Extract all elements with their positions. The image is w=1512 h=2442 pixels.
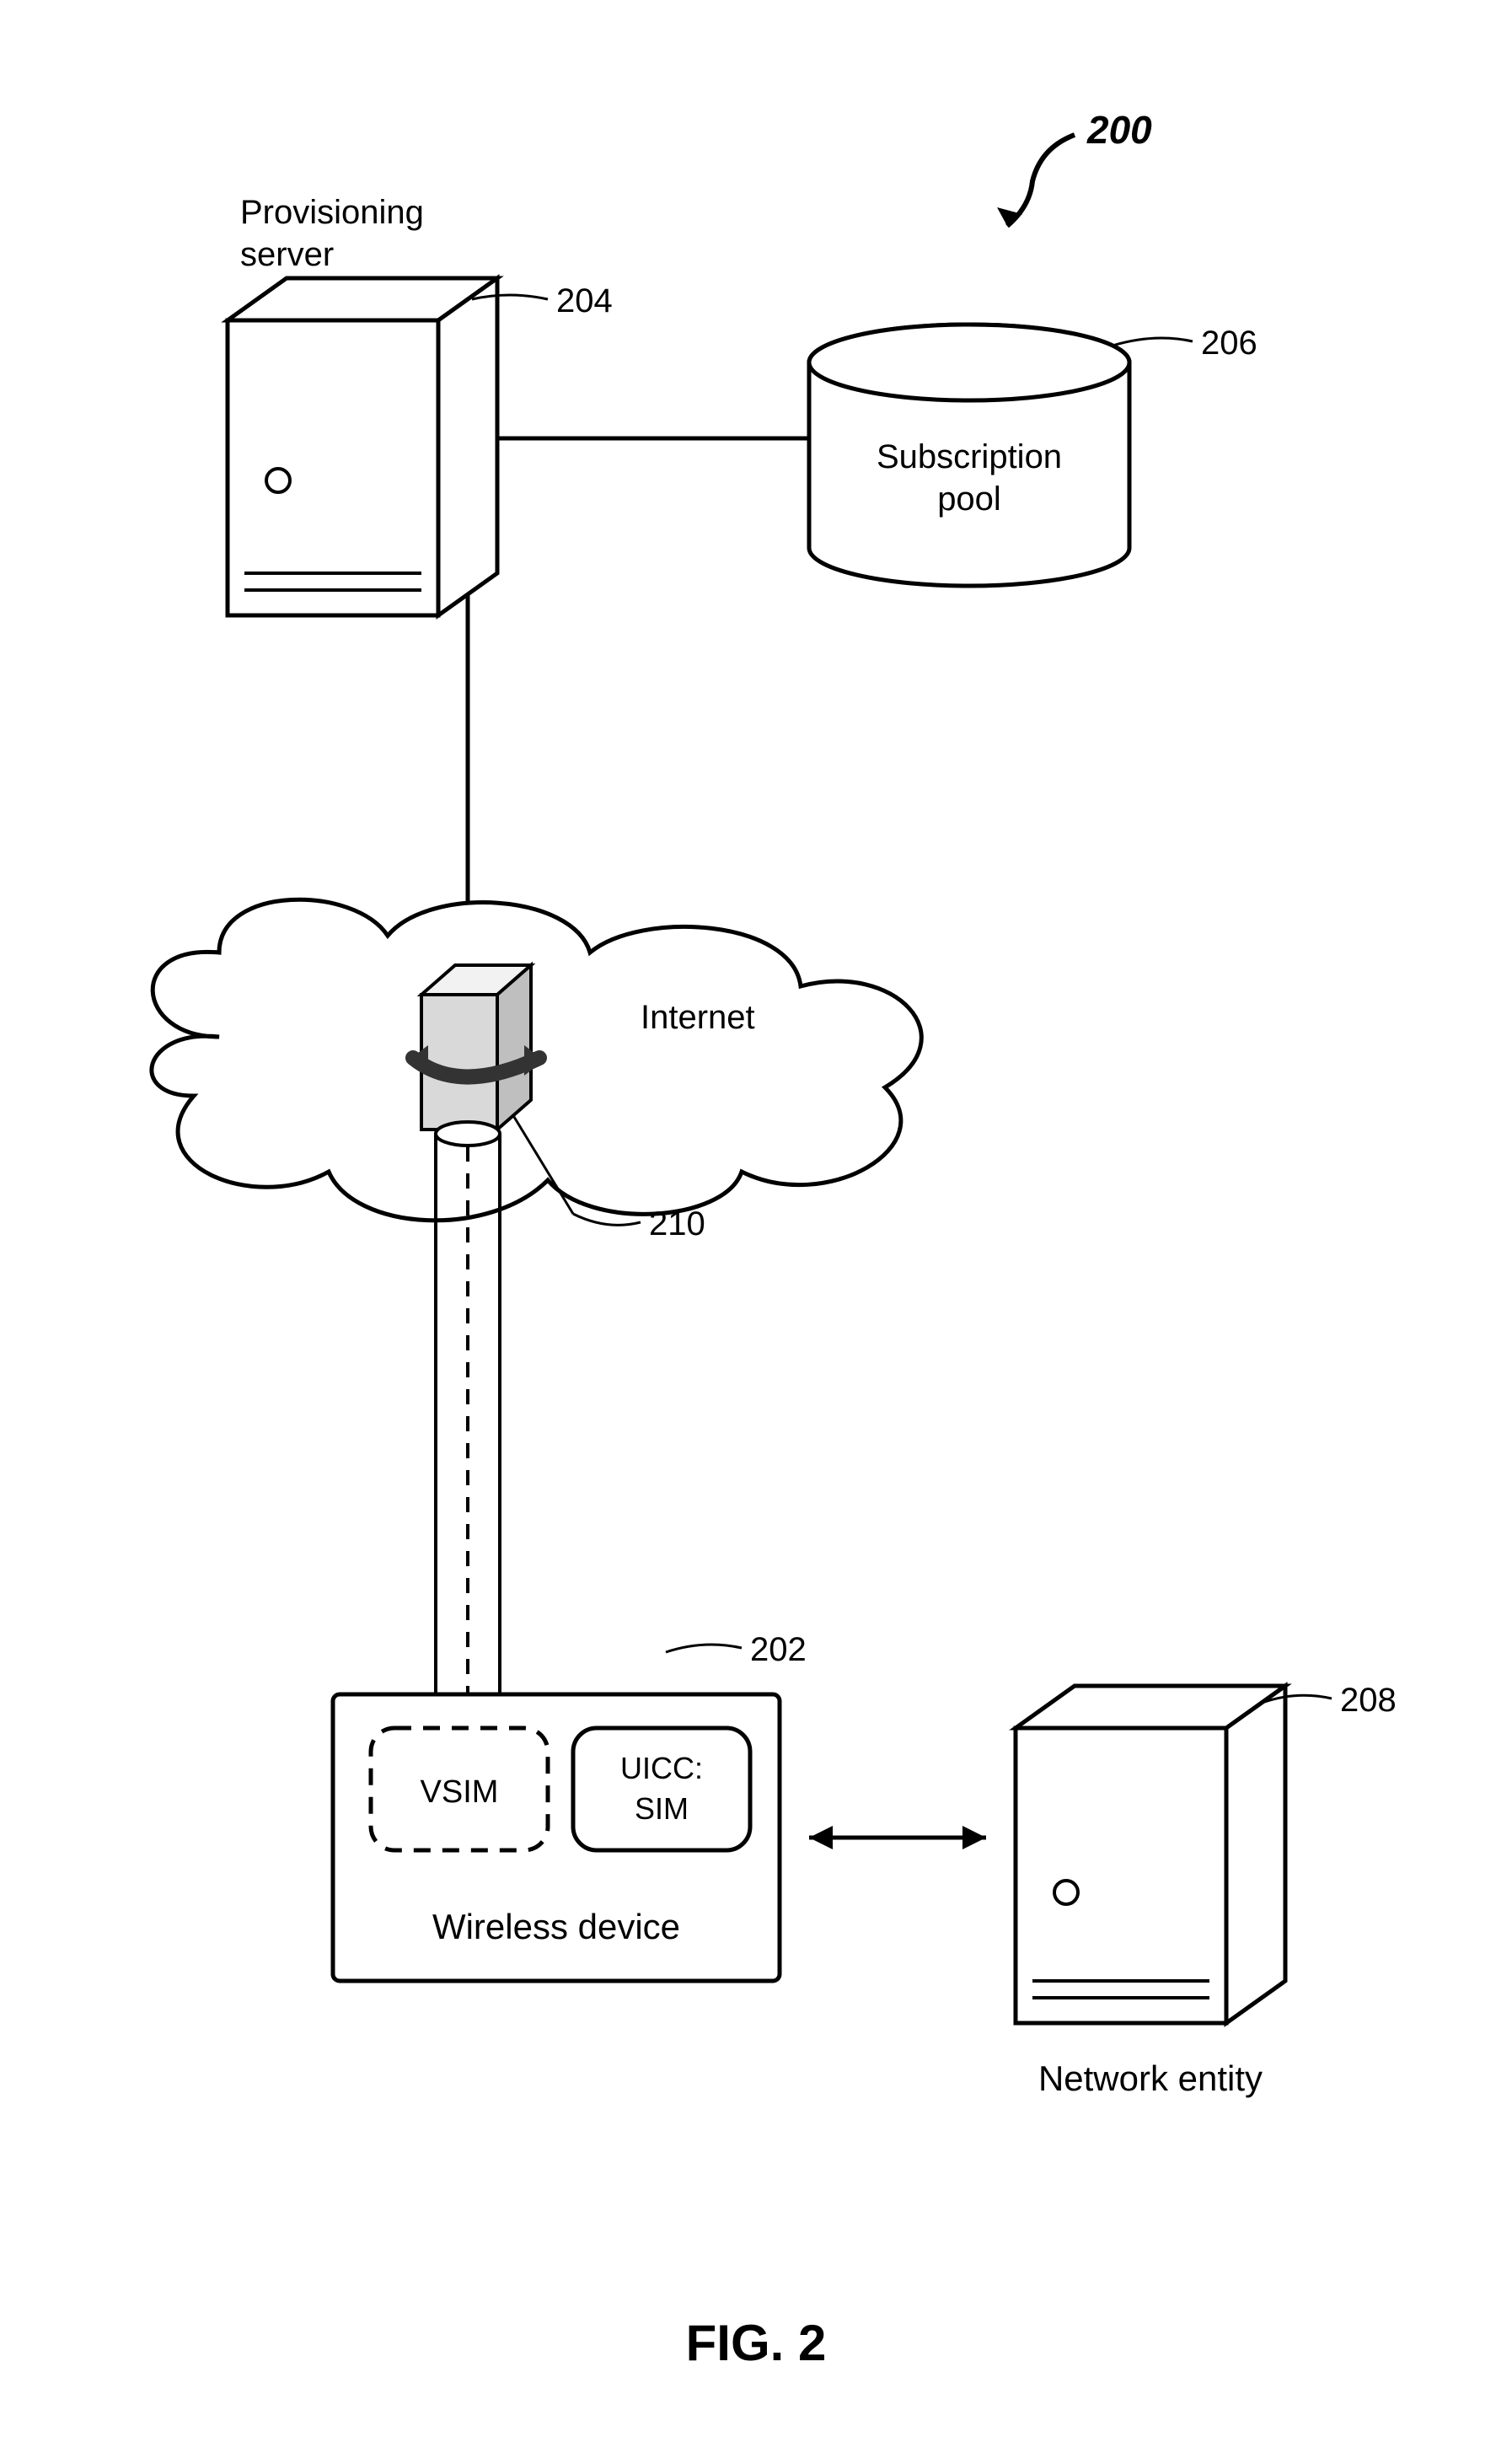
wireless-device: VSIM UICC: SIM Wireless device: [333, 1694, 780, 1981]
vsim-label: VSIM: [421, 1774, 499, 1810]
link-device-network: [809, 1826, 986, 1849]
ref-206: 206: [1113, 325, 1257, 362]
figure-caption: FIG. 2: [686, 2315, 827, 2371]
provisioning-server: [228, 278, 497, 615]
ref-202: 202: [666, 1631, 807, 1668]
ref-202-text: 202: [750, 1631, 807, 1668]
uicc-label-2: SIM: [635, 1791, 689, 1826]
network-entity-label: Network entity: [1038, 2058, 1263, 2098]
network-entity: Network entity: [1016, 1686, 1285, 2098]
figure-ref-200: 200: [997, 108, 1152, 226]
provisioning-server-label: Provisioning server: [240, 194, 424, 273]
ref-200-text: 200: [1086, 108, 1152, 152]
diagram: 200 Provisioning server 204 Subscription…: [0, 0, 1512, 2442]
provisioning-text-line1: Provisioning: [240, 194, 424, 231]
uicc-label-1: UICC:: [620, 1751, 703, 1785]
subscription-text-line2: pool: [937, 480, 1001, 518]
wireless-device-label: Wireless device: [432, 1907, 680, 1946]
provisioning-text-line2: server: [240, 236, 334, 273]
ref-204-text: 204: [556, 282, 613, 319]
subscription-text-line1: Subscription: [877, 438, 1062, 475]
router: [408, 965, 544, 1130]
ref-208-text: 208: [1340, 1682, 1397, 1719]
internet-label: Internet: [641, 999, 755, 1036]
ref-210-text: 210: [649, 1205, 705, 1242]
subscription-pool: Subscription pool: [809, 325, 1129, 586]
ref-206-text: 206: [1201, 325, 1257, 362]
